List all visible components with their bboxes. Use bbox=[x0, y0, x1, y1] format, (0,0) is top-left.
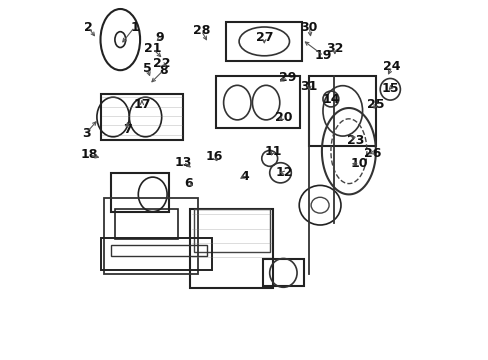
Text: 32: 32 bbox=[325, 42, 343, 55]
Text: 17: 17 bbox=[133, 98, 150, 111]
Text: 25: 25 bbox=[366, 98, 384, 111]
Text: 13: 13 bbox=[174, 156, 192, 168]
Text: 6: 6 bbox=[184, 177, 193, 190]
Text: 2: 2 bbox=[83, 21, 92, 33]
Text: 16: 16 bbox=[205, 150, 222, 163]
Text: 14: 14 bbox=[322, 93, 339, 105]
Text: 30: 30 bbox=[300, 21, 317, 33]
Text: 22: 22 bbox=[153, 57, 170, 69]
Text: 8: 8 bbox=[159, 64, 167, 77]
Text: 1: 1 bbox=[130, 21, 139, 33]
Text: 21: 21 bbox=[143, 42, 161, 55]
Text: 24: 24 bbox=[383, 60, 400, 73]
Text: 19: 19 bbox=[314, 49, 332, 62]
Text: 27: 27 bbox=[255, 31, 272, 44]
Text: 3: 3 bbox=[81, 127, 90, 140]
Text: 28: 28 bbox=[192, 24, 209, 37]
Text: 11: 11 bbox=[264, 145, 282, 158]
Text: 26: 26 bbox=[363, 147, 380, 159]
Text: 23: 23 bbox=[346, 134, 364, 147]
Text: 29: 29 bbox=[279, 71, 296, 84]
Text: 7: 7 bbox=[123, 123, 132, 136]
Text: 4: 4 bbox=[240, 170, 248, 183]
Text: 20: 20 bbox=[275, 111, 292, 123]
Text: 15: 15 bbox=[381, 82, 398, 95]
Text: 9: 9 bbox=[155, 31, 164, 44]
Text: 10: 10 bbox=[350, 157, 367, 170]
Text: 18: 18 bbox=[81, 148, 98, 161]
Text: 31: 31 bbox=[300, 80, 317, 93]
Text: 5: 5 bbox=[142, 62, 151, 75]
Text: 12: 12 bbox=[275, 166, 292, 179]
